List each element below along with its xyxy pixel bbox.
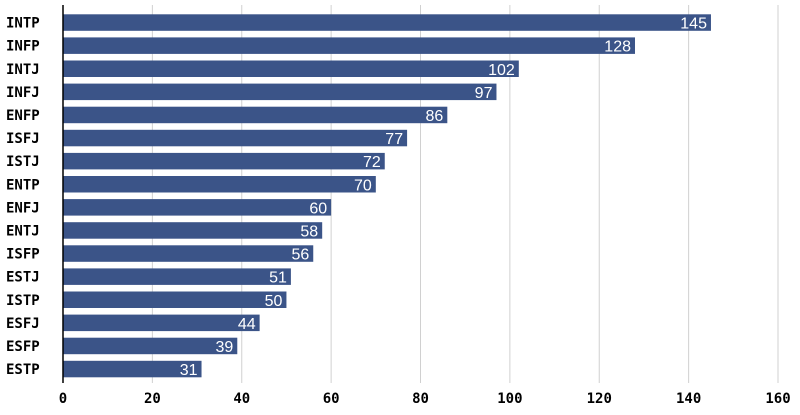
category-label: ENFP <box>6 108 40 124</box>
bar-value-label: 39 <box>215 339 233 356</box>
bar <box>63 152 385 170</box>
category-label: INFJ <box>6 85 40 101</box>
bar-value-label: 102 <box>488 62 515 79</box>
bar <box>63 199 332 216</box>
bar-value-label: 31 <box>180 362 198 379</box>
category-label: ENTP <box>6 177 40 193</box>
x-tick-label: 160 <box>765 391 790 407</box>
category-label: ISFP <box>6 247 40 263</box>
bar-value-label: 56 <box>291 247 309 264</box>
bar <box>63 268 291 285</box>
bar-value-label: 51 <box>269 270 287 287</box>
bar <box>63 60 519 77</box>
category-label: ENTJ <box>6 223 40 239</box>
bar <box>63 360 202 378</box>
bar-value-label: 70 <box>354 177 372 194</box>
category-labels: INTP INFP INTJ INFJ ENFP ISFJ ISTJ ENTP ENFJ ENTJ… <box>6 16 40 378</box>
x-tick-label: 60 <box>323 391 340 407</box>
category-label: ESTP <box>6 362 40 378</box>
bar-value-label: 145 <box>680 16 707 33</box>
bar <box>63 222 323 239</box>
x-tick-label: 40 <box>233 391 250 407</box>
x-tick-label: 140 <box>676 391 701 407</box>
category-label: ESFJ <box>6 316 40 332</box>
bar-value-label: 50 <box>265 293 283 310</box>
category-label: ESFP <box>6 339 40 355</box>
category-label: ISFJ <box>6 131 40 147</box>
category-label: INTP <box>6 16 40 32</box>
category-label: ESTJ <box>6 270 40 286</box>
bar <box>63 83 497 101</box>
bar <box>63 245 314 262</box>
category-label: INFP <box>6 39 40 55</box>
bar <box>63 291 287 308</box>
bar <box>63 337 238 355</box>
bar-value-label: 86 <box>426 108 444 125</box>
bar <box>63 106 448 124</box>
bar-value-label: 97 <box>475 85 493 102</box>
bar-value-label: 72 <box>363 154 381 171</box>
bar-value-label: 77 <box>385 131 403 148</box>
bar <box>63 37 635 54</box>
x-tick-label: 120 <box>587 391 612 407</box>
category-label: INTJ <box>6 62 40 78</box>
x-tick-label: 100 <box>497 391 522 407</box>
bar <box>63 129 408 147</box>
bar-value-label: 58 <box>300 223 318 240</box>
bar-value-label: 60 <box>309 200 327 217</box>
x-axis-ticks: 0 20 40 60 80 100 120 140 160 <box>59 391 791 407</box>
x-tick-label: 20 <box>144 391 161 407</box>
category-label: ISTJ <box>6 154 40 170</box>
category-label: ISTP <box>6 293 40 309</box>
bar-value-label: 44 <box>238 316 256 333</box>
bar <box>63 176 376 193</box>
x-tick-label: 80 <box>412 391 429 407</box>
category-label: ENFJ <box>6 200 40 216</box>
x-tick-label: 0 <box>59 391 67 407</box>
bar <box>63 314 260 332</box>
bar-value-label: 128 <box>604 39 631 56</box>
bar <box>63 14 711 31</box>
